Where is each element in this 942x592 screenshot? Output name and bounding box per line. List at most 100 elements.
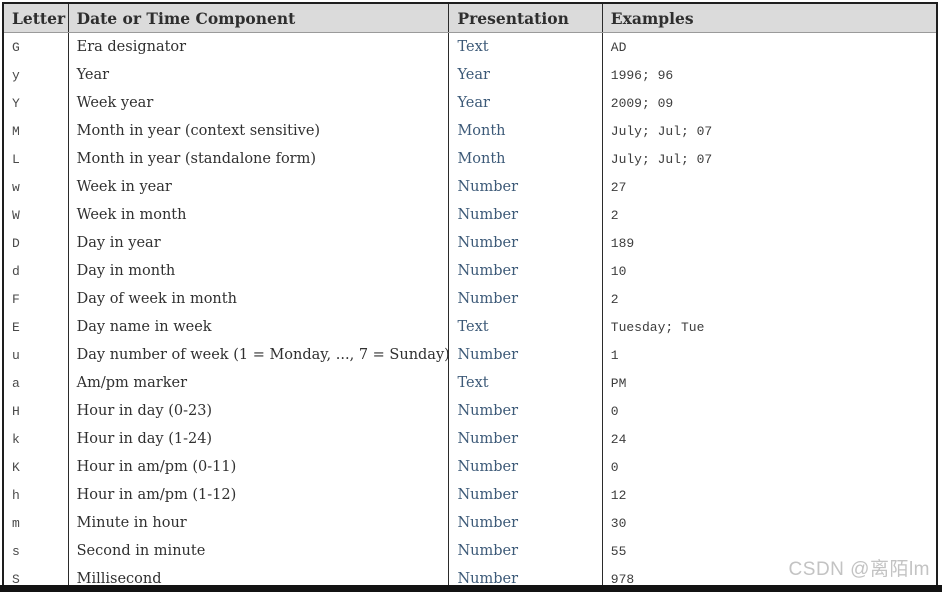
cell-presentation: Number: [448, 509, 603, 537]
table-row: M Month in year (context sensitive) Mont…: [3, 117, 937, 145]
table-row: d Day in month Number 10: [3, 257, 937, 285]
cell-examples: 1996; 96: [610, 67, 674, 83]
cell-presentation: Number: [448, 481, 603, 509]
cell-presentation: Year: [448, 61, 603, 89]
table-row: k Hour in day (1-24) Number 24: [3, 425, 937, 453]
cell-component: Second in minute: [68, 537, 450, 565]
cell-component: Day in month: [68, 257, 450, 285]
table-row: s Second in minute Number 55: [3, 537, 937, 565]
cell-letter: G: [3, 32, 69, 61]
cell-presentation: Text: [448, 313, 603, 341]
cell-presentation: Text: [448, 369, 603, 397]
cell-examples: 2009; 09: [610, 95, 674, 111]
column-header-examples: Examples: [602, 3, 937, 33]
table-row: K Hour in am/pm (0-11) Number 0: [3, 453, 937, 481]
cell-letter: w: [3, 173, 69, 201]
cell-examples: 24: [610, 431, 627, 447]
cell-component: Year: [68, 61, 450, 89]
table-row: S Millisecond Number 978: [3, 565, 937, 592]
cell-component: Hour in day (1-24): [68, 425, 450, 453]
cell-component: Minute in hour: [68, 509, 450, 537]
cell-component: Day in year: [68, 229, 450, 257]
cell-letter: H: [3, 397, 69, 425]
cell-examples: 1: [610, 347, 619, 363]
cell-presentation: Number: [448, 537, 603, 565]
cell-examples: 0: [610, 403, 619, 419]
cell-letter: W: [3, 201, 69, 229]
cell-examples: AD: [610, 39, 627, 55]
cell-component: Hour in day (0-23): [68, 397, 450, 425]
cell-examples: 30: [610, 515, 627, 531]
table-row: F Day of week in month Number 2: [3, 285, 937, 313]
cell-examples: 978: [610, 571, 635, 587]
cell-letter: F: [3, 285, 69, 313]
cell-examples: Tuesday; Tue: [610, 319, 705, 335]
cell-presentation: Number: [448, 257, 603, 285]
cell-examples: July; Jul; 07: [610, 151, 713, 167]
cell-letter: E: [3, 313, 69, 341]
table-row: u Day number of week (1 = Monday, ..., 7…: [3, 341, 937, 369]
cell-letter: D: [3, 229, 69, 257]
column-header-presentation: Presentation: [448, 3, 603, 33]
bottom-bar: [0, 585, 942, 592]
column-header-component: Date or Time Component: [68, 3, 450, 33]
cell-presentation: Number: [448, 201, 603, 229]
cell-presentation: Month: [448, 117, 603, 145]
table-row: w Week in year Number 27: [3, 173, 937, 201]
cell-component: Day number of week (1 = Monday, ..., 7 =…: [68, 341, 450, 369]
cell-presentation: Number: [448, 285, 603, 313]
table-row: y Year Year 1996; 96: [3, 61, 937, 89]
table-row: H Hour in day (0-23) Number 0: [3, 397, 937, 425]
cell-letter: y: [3, 61, 69, 89]
table-row: a Am/pm marker Text PM: [3, 369, 937, 397]
cell-component: Hour in am/pm (1-12): [68, 481, 450, 509]
cell-letter: M: [3, 117, 69, 145]
cell-examples: July; Jul; 07: [610, 123, 713, 139]
cell-component: Day name in week: [68, 313, 450, 341]
table-row: G Era designator Text AD: [3, 32, 937, 61]
cell-presentation: Month: [448, 145, 603, 173]
cell-presentation: Number: [448, 173, 603, 201]
cell-component: Month in year (standalone form): [68, 145, 450, 173]
cell-component: Hour in am/pm (0-11): [68, 453, 450, 481]
cell-presentation: Number: [448, 229, 603, 257]
cell-presentation: Number: [448, 397, 603, 425]
cell-component: Day of week in month: [68, 285, 450, 313]
cell-component: Era designator: [68, 32, 450, 61]
cell-examples: 10: [610, 263, 627, 279]
cell-component: Am/pm marker: [68, 369, 450, 397]
cell-presentation: Number: [448, 453, 603, 481]
cell-letter: K: [3, 453, 69, 481]
cell-presentation: Number: [448, 425, 603, 453]
cell-letter: h: [3, 481, 69, 509]
cell-examples: 55: [610, 543, 627, 559]
cell-letter: L: [3, 145, 69, 173]
cell-component: Month in year (context sensitive): [68, 117, 450, 145]
cell-component: Week year: [68, 89, 450, 117]
cell-letter: Y: [3, 89, 69, 117]
cell-letter: k: [3, 425, 69, 453]
table-row: m Minute in hour Number 30: [3, 509, 937, 537]
cell-letter: m: [3, 509, 69, 537]
cell-examples: 12: [610, 487, 627, 503]
cell-presentation: Number: [448, 341, 603, 369]
table-row: D Day in year Number 189: [3, 229, 937, 257]
cell-examples: 27: [610, 179, 627, 195]
table-header-row: Letter Date or Time Component Presentati…: [3, 3, 937, 33]
cell-letter: d: [3, 257, 69, 285]
table-row: W Week in month Number 2: [3, 201, 937, 229]
table-row: Y Week year Year 2009; 09: [3, 89, 937, 117]
table-row: L Month in year (standalone form) Month …: [3, 145, 937, 173]
cell-component: Week in year: [68, 173, 450, 201]
cell-examples: PM: [610, 375, 627, 391]
table-row: E Day name in week Text Tuesday; Tue: [3, 313, 937, 341]
cell-letter: a: [3, 369, 69, 397]
cell-examples: 0: [610, 459, 619, 475]
cell-presentation: Text: [448, 32, 603, 61]
cell-presentation: Year: [448, 89, 603, 117]
cell-examples: 189: [610, 235, 635, 251]
table-row: h Hour in am/pm (1-12) Number 12: [3, 481, 937, 509]
table-body: G Era designator Text AD y Year Year 199…: [3, 32, 937, 592]
